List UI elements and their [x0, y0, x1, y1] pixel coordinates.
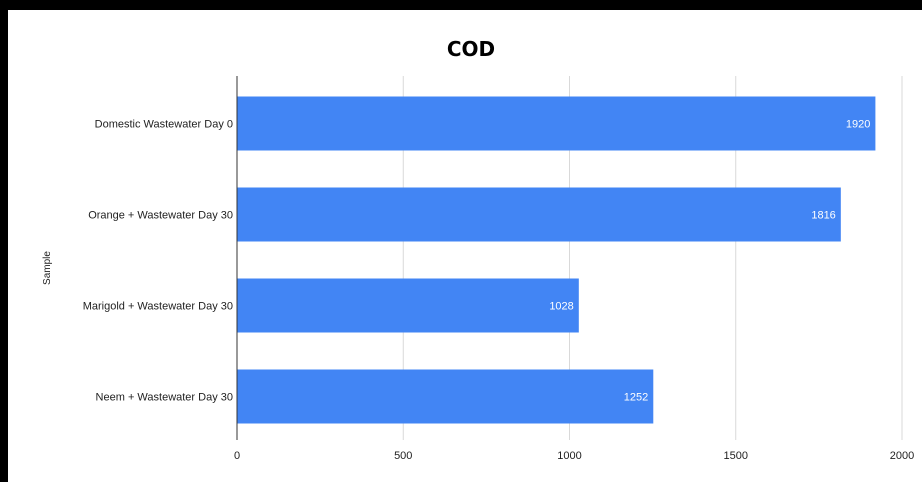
bar: [237, 369, 654, 424]
chart-title: COD: [447, 37, 495, 61]
x-tick-label: 2000: [890, 450, 914, 462]
x-tick-label: 1500: [724, 450, 748, 462]
bar-value-label: 1920: [846, 119, 870, 131]
bar-value-label: 1816: [811, 210, 835, 222]
bar: [237, 96, 876, 151]
category-label: Domestic Wastewater Day 0: [95, 119, 233, 131]
y-axis-label: Sample: [42, 251, 53, 285]
x-tick-label: 0: [234, 450, 240, 462]
bar-value-label: 1252: [624, 392, 648, 404]
x-tick-label: 1000: [557, 450, 581, 462]
category-label: Neem + Wastewater Day 30: [96, 392, 233, 404]
bar-value-label: 1028: [549, 301, 573, 313]
bar: [237, 187, 841, 242]
category-label: Orange + Wastewater Day 30: [88, 210, 233, 222]
bar: [237, 278, 579, 333]
category-label: Marigold + Wastewater Day 30: [83, 301, 233, 313]
x-tick-label: 500: [394, 450, 412, 462]
